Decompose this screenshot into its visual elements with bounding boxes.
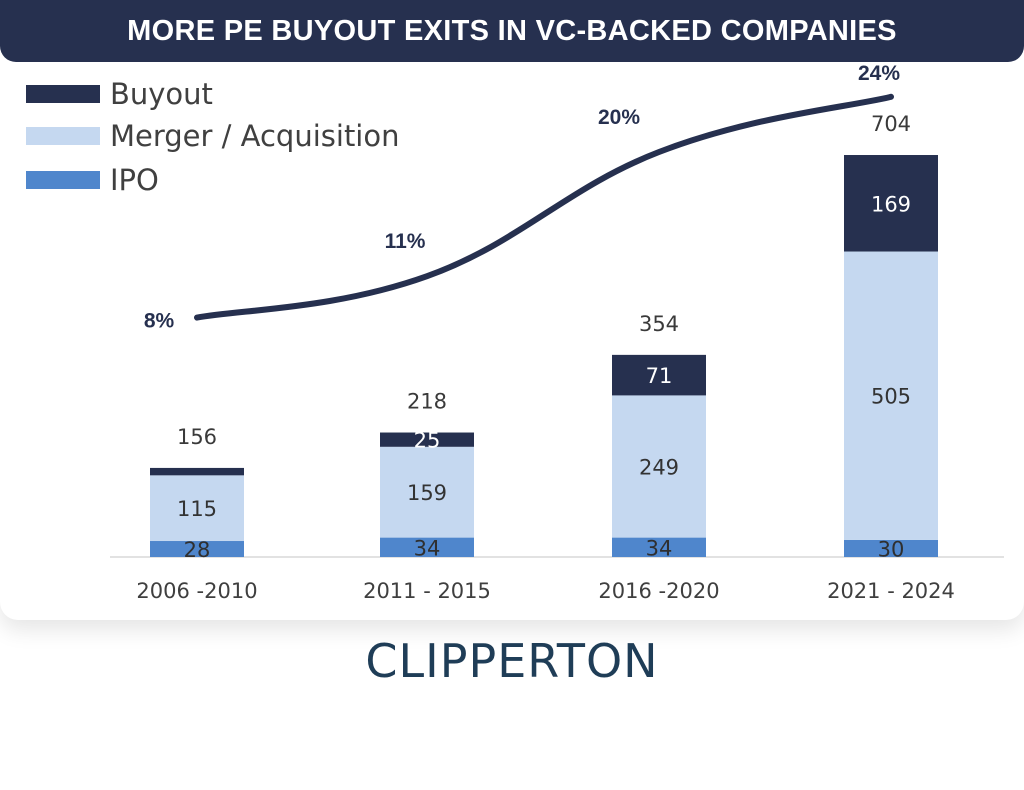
x-tick-label-3: 2021 - 2024 — [827, 579, 955, 603]
data-label-merger-1: 159 — [407, 481, 447, 505]
x-tick-label-0: 2006 -2010 — [136, 579, 257, 603]
legend-swatch-ipo — [26, 171, 100, 189]
total-label-3: 704 — [871, 112, 911, 136]
legend-swatch-buyout — [26, 85, 100, 103]
x-tick-label-1: 2011 - 2015 — [363, 579, 491, 603]
chart-plot: 28 115 156 2006 -2010 34 159 25 218 2011 - 2015 3… — [110, 62, 1004, 603]
bar-ipo-2 — [612, 537, 706, 557]
legend-label-merger: Merger / Acquisition — [110, 119, 400, 153]
data-label-buyout-1: 25 — [414, 429, 441, 453]
bar-merger-3 — [844, 251, 938, 540]
line-point-label-0: 8% — [144, 310, 175, 333]
chart-title: MORE PE BUYOUT EXITS IN VC-BACKED COMPAN… — [127, 14, 897, 47]
data-label-buyout-2: 71 — [646, 364, 673, 388]
legend-item-buyout: Buyout — [26, 74, 213, 114]
data-label-merger-3: 505 — [871, 385, 911, 409]
bar-ipo-0 — [150, 541, 244, 557]
data-label-ipo-2: 34 — [646, 536, 673, 560]
data-label-buyout-3: 169 — [871, 192, 911, 216]
legend-swatch-merger — [26, 127, 100, 145]
data-label-ipo-0: 28 — [184, 538, 211, 562]
total-label-0: 156 — [177, 425, 217, 449]
legend-item-ipo: IPO — [26, 160, 159, 200]
data-label-ipo-3: 30 — [878, 537, 905, 561]
bar-buyout-0 — [150, 467, 244, 476]
total-label-1: 218 — [407, 390, 447, 414]
data-label-merger-0: 115 — [177, 497, 217, 521]
total-label-2: 354 — [639, 312, 679, 336]
bar-merger-2 — [612, 395, 706, 538]
data-label-ipo-1: 34 — [414, 536, 441, 560]
bar-buyout-2 — [612, 354, 706, 396]
chart-card: MORE PE BUYOUT EXITS IN VC-BACKED COMPAN… — [0, 0, 1024, 603]
bar-buyout-3 — [844, 155, 938, 252]
title-bar: MORE PE BUYOUT EXITS IN VC-BACKED COMPAN… — [0, 0, 1024, 62]
bar-buyout-1 — [380, 432, 474, 447]
line-point-label-3: 24% — [858, 62, 900, 85]
buyout-share-line — [194, 93, 894, 321]
bar-ipo-1 — [380, 537, 474, 557]
line-point-label-2: 20% — [598, 106, 640, 129]
bar-merger-1 — [380, 446, 474, 538]
legend-item-merger: Merger / Acquisition — [26, 116, 400, 156]
bar-ipo-3 — [844, 539, 938, 557]
clipperton-logo: CLIPPERTON — [365, 634, 659, 688]
line-point-label-1: 11% — [385, 230, 426, 253]
legend-label-ipo: IPO — [110, 163, 159, 197]
legend-label-buyout: Buyout — [110, 77, 213, 111]
x-tick-label-2: 2016 -2020 — [598, 579, 719, 603]
bar-merger-0 — [150, 475, 244, 542]
data-label-merger-2: 249 — [639, 455, 679, 479]
